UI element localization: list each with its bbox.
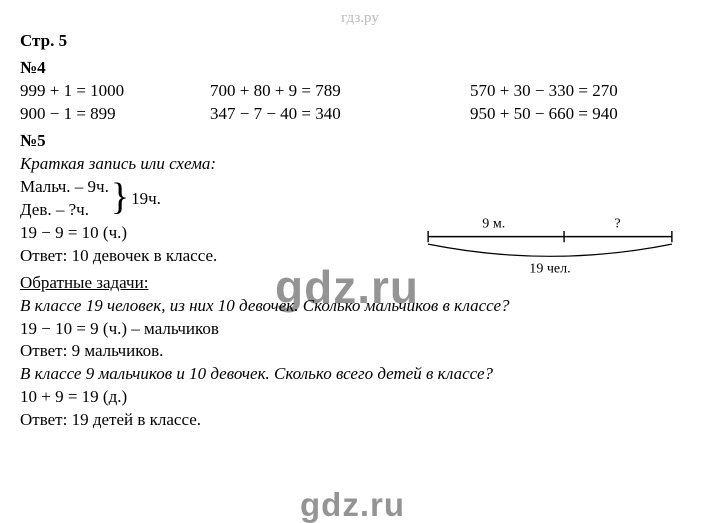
ex4-r2c1: 900 − 1 = 899 [20, 103, 210, 126]
diagram-bottom-label: 19 чел. [529, 260, 570, 276]
ex5-heading: №5 [20, 130, 700, 153]
brace-icon: } [111, 178, 129, 216]
site-label-top: гдз.ру [20, 8, 700, 28]
ex5-boys-line: Мальч. – 9ч. [20, 176, 109, 199]
ex4-row-2: 900 − 1 = 899 347 − 7 − 40 = 340 950 + 5… [20, 103, 700, 126]
diagram-left-label: 9 м. [482, 216, 505, 231]
ex4-r1c3: 570 + 30 − 330 = 270 [470, 80, 700, 103]
ex5-girls-line: Дев. – ?ч. [20, 199, 109, 222]
ex5-brief-left: Мальч. – 9ч. Дев. – ?ч. [20, 176, 109, 222]
diagram-brace-curve [428, 244, 672, 256]
inverse-task2-q: В классе 9 мальчиков и 10 девочек. Сколь… [20, 363, 700, 386]
diagram-right-label: ? [614, 216, 620, 231]
inverse-task1-q: В классе 19 человек, из них 10 девочек. … [20, 295, 700, 318]
inverse-task1-ans: Ответ: 9 мальчиков. [20, 340, 700, 363]
ex5-brief-label: Краткая запись или схема: [20, 153, 700, 176]
exercise-4: №4 999 + 1 = 1000 700 + 80 + 9 = 789 570… [20, 57, 700, 126]
ex4-r2c3: 950 + 50 − 660 = 940 [470, 103, 700, 126]
ex4-row-1: 999 + 1 = 1000 700 + 80 + 9 = 789 570 + … [20, 80, 700, 103]
ex4-heading: №4 [20, 57, 700, 80]
inverse-task1-calc: 19 − 10 = 9 (ч.) – мальчиков [20, 318, 700, 341]
page-ref: Стр. 5 [20, 30, 700, 53]
ex4-r2c2: 347 − 7 − 40 = 340 [210, 103, 470, 126]
inverse-tasks: Обратные задачи: В классе 19 человек, из… [20, 272, 700, 433]
ex5-brief-block: Мальч. – 9ч. Дев. – ?ч. } 19ч. [20, 176, 700, 222]
segment-diagram: 9 м. ? 19 чел. [410, 216, 690, 276]
ex4-r1c2: 700 + 80 + 9 = 789 [210, 80, 470, 103]
inverse-task2-calc: 10 + 9 = 19 (д.) [20, 386, 700, 409]
inverse-task2-ans: Ответ: 19 детей в классе. [20, 409, 700, 432]
watermark-bottom: gdz.ru [300, 486, 405, 523]
ex4-r1c1: 999 + 1 = 1000 [20, 80, 210, 103]
ex5-brace-total: 19ч. [131, 190, 161, 207]
